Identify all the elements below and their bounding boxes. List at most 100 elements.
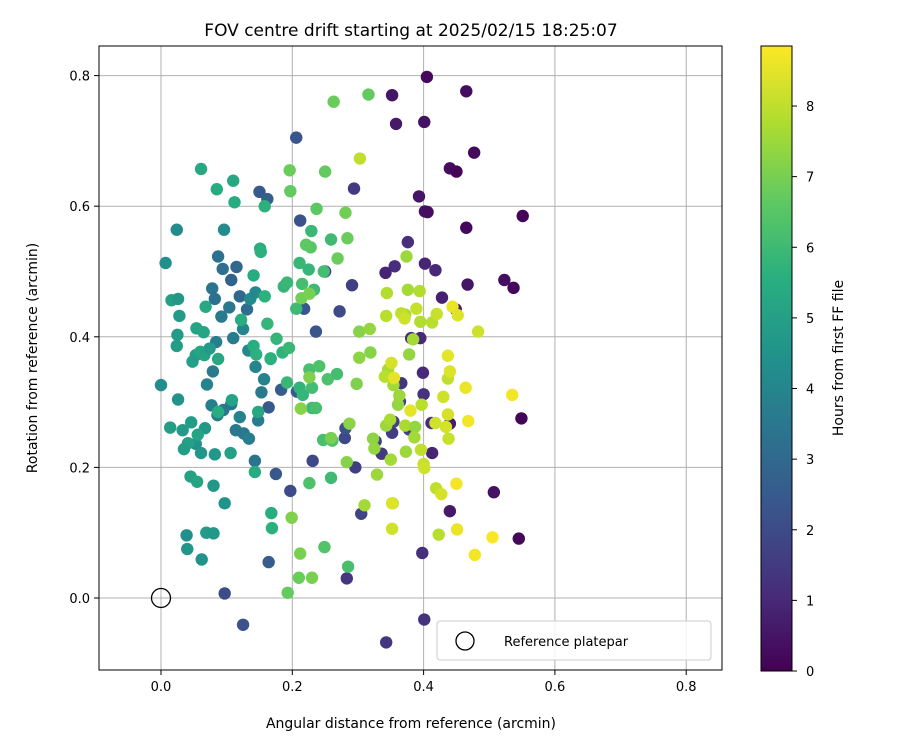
- data-point: [218, 497, 231, 510]
- data-point: [303, 476, 316, 490]
- data-point: [303, 287, 316, 300]
- chart-title: FOV centre drift starting at 2025/02/15 …: [204, 21, 617, 41]
- x-tick-label: 0.2: [282, 680, 303, 695]
- colorbar-tick-label: 3: [806, 453, 814, 468]
- data-point: [471, 325, 485, 338]
- data-point: [425, 446, 439, 460]
- data-point: [415, 398, 428, 411]
- data-point: [292, 571, 306, 584]
- data-point: [299, 238, 313, 251]
- x-axis-ticks: 0.0 0.2 0.4 0.6 0.8: [151, 670, 697, 695]
- data-point: [318, 165, 332, 178]
- data-point: [460, 85, 473, 98]
- data-point: [195, 553, 208, 566]
- y-tick-label: 0.2: [69, 461, 90, 476]
- data-point: [305, 381, 319, 394]
- data-point: [293, 256, 306, 270]
- legend: Reference platepar: [436, 620, 712, 661]
- data-point: [380, 286, 394, 300]
- data-point: [293, 547, 307, 560]
- data-point: [194, 162, 208, 176]
- data-point: [227, 331, 240, 345]
- legend-reference-label: Reference platepar: [504, 635, 629, 650]
- data-point: [290, 302, 303, 315]
- data-point: [280, 276, 294, 289]
- data-point: [207, 527, 220, 540]
- data-point: [223, 301, 236, 314]
- data-point: [370, 468, 384, 481]
- data-point: [284, 184, 297, 198]
- data-point: [462, 414, 475, 428]
- data-point: [507, 281, 520, 295]
- data-point: [341, 560, 355, 573]
- data-point: [248, 465, 262, 479]
- plot-frame: [98, 45, 723, 671]
- data-point: [285, 511, 298, 524]
- data-point: [234, 313, 248, 327]
- data-point: [388, 260, 401, 273]
- data-point: [338, 431, 352, 445]
- data-point: [408, 420, 422, 434]
- data-point: [313, 359, 326, 373]
- data-point: [251, 414, 265, 427]
- data-point: [385, 522, 399, 535]
- colorbar-tick-label: 5: [806, 312, 814, 327]
- data-point: [254, 245, 267, 259]
- data-point: [420, 70, 434, 84]
- data-point: [353, 351, 366, 364]
- data-point: [450, 523, 464, 536]
- data-point: [199, 300, 212, 313]
- data-point: [280, 376, 294, 389]
- data-point: [282, 341, 296, 355]
- data-point: [194, 446, 208, 460]
- data-point: [358, 499, 371, 512]
- data-point: [309, 401, 323, 415]
- data-point: [171, 292, 185, 306]
- data-point: [418, 257, 432, 270]
- data-point: [171, 393, 185, 406]
- colorbar-tick-label: 1: [806, 594, 814, 609]
- data-point: [366, 432, 380, 445]
- data-point: [460, 221, 473, 234]
- data-point: [181, 542, 194, 556]
- data-point: [451, 309, 464, 322]
- data-point: [429, 263, 442, 277]
- data-point: [368, 442, 381, 455]
- data-point: [468, 548, 482, 562]
- data-point: [170, 223, 183, 236]
- data-point: [399, 445, 413, 458]
- colorbar-tick-label: 0: [806, 665, 814, 680]
- data-point: [391, 398, 405, 411]
- data-point: [257, 373, 271, 386]
- data-point: [430, 307, 443, 321]
- data-point: [208, 292, 222, 306]
- data-point: [255, 386, 268, 399]
- data-point: [439, 420, 453, 434]
- y-tick-label: 0.6: [69, 200, 90, 215]
- data-point: [227, 174, 240, 187]
- data-point: [324, 471, 338, 485]
- data-point: [408, 431, 421, 444]
- data-point: [197, 326, 210, 339]
- data-point: [296, 388, 310, 402]
- data-point: [401, 283, 415, 296]
- data-point: [265, 506, 278, 520]
- data-point: [283, 164, 296, 177]
- data-point: [512, 532, 525, 545]
- data-point: [406, 333, 420, 346]
- data-point: [305, 571, 319, 584]
- data-point: [414, 443, 428, 456]
- x-tick-label: 0.8: [676, 680, 697, 695]
- data-point: [450, 477, 463, 490]
- data-point: [310, 202, 323, 216]
- data-point: [190, 475, 204, 488]
- data-point: [249, 348, 263, 361]
- data-point: [327, 95, 340, 108]
- data-point: [262, 555, 275, 569]
- colorbar-tick-label: 8: [806, 100, 814, 115]
- data-point: [224, 446, 237, 460]
- data-points: [154, 70, 529, 649]
- data-point: [236, 618, 250, 631]
- data-point: [295, 277, 309, 291]
